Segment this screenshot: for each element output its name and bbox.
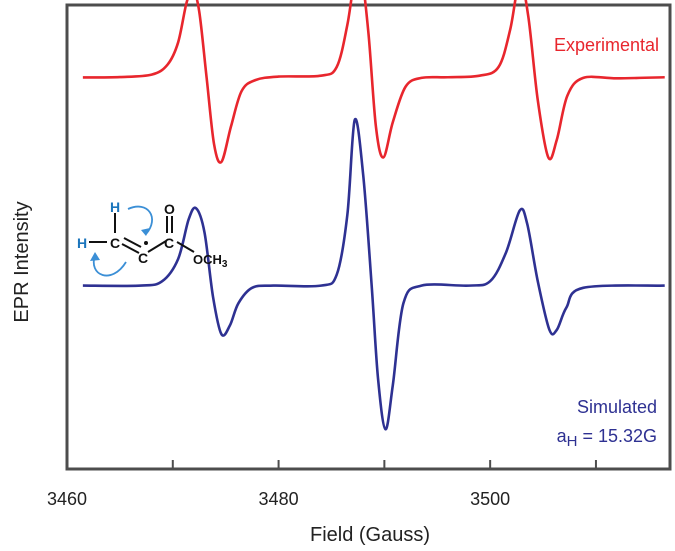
atom-c-mid: C: [138, 250, 148, 266]
och3-subscript: 3: [222, 259, 228, 270]
coupling-constant-label: aH = 15.32G: [557, 426, 657, 450]
series-line-simulated: [82, 117, 665, 431]
bond-c-c-double-2: [123, 237, 142, 248]
coupling-value: = 15.32G: [577, 426, 657, 446]
x-axis-title: Field (Gauss): [310, 524, 430, 546]
bond-c-och3: [176, 241, 195, 253]
electron-arrow-upper-head: [141, 228, 150, 236]
coupling-prefix: a: [557, 426, 568, 446]
atom-c-right: C: [164, 235, 174, 251]
bond-c-c-single: [147, 240, 167, 253]
simulated-label: Simulated: [577, 397, 657, 417]
radical-structure: H H C C C O OCH3: [77, 199, 228, 277]
x-tick-label: 3460: [47, 489, 87, 509]
plot-frame: [65, 3, 672, 471]
atom-och3: OCH3: [193, 252, 228, 270]
y-axis-title: EPR Intensity: [11, 201, 33, 322]
electron-arrow-lower-head: [90, 252, 100, 261]
bond-c-c-double-1: [121, 243, 140, 254]
x-tick-label: 3480: [259, 489, 299, 509]
och3-main: OCH: [193, 252, 222, 267]
coupling-subscript: H: [567, 433, 578, 450]
experimental-label: Experimental: [554, 35, 659, 55]
series-line-experimental: [82, 0, 665, 164]
atom-o-top: O: [164, 201, 175, 217]
atom-h-top: H: [110, 199, 120, 215]
series-group: [82, 0, 665, 431]
atom-c-left: C: [110, 235, 120, 251]
atom-h-left: H: [77, 235, 87, 251]
radical-dot: [144, 241, 148, 245]
x-axis-ticks: 3460 3480 3500: [47, 460, 597, 509]
x-tick-label: 3500: [470, 489, 510, 509]
